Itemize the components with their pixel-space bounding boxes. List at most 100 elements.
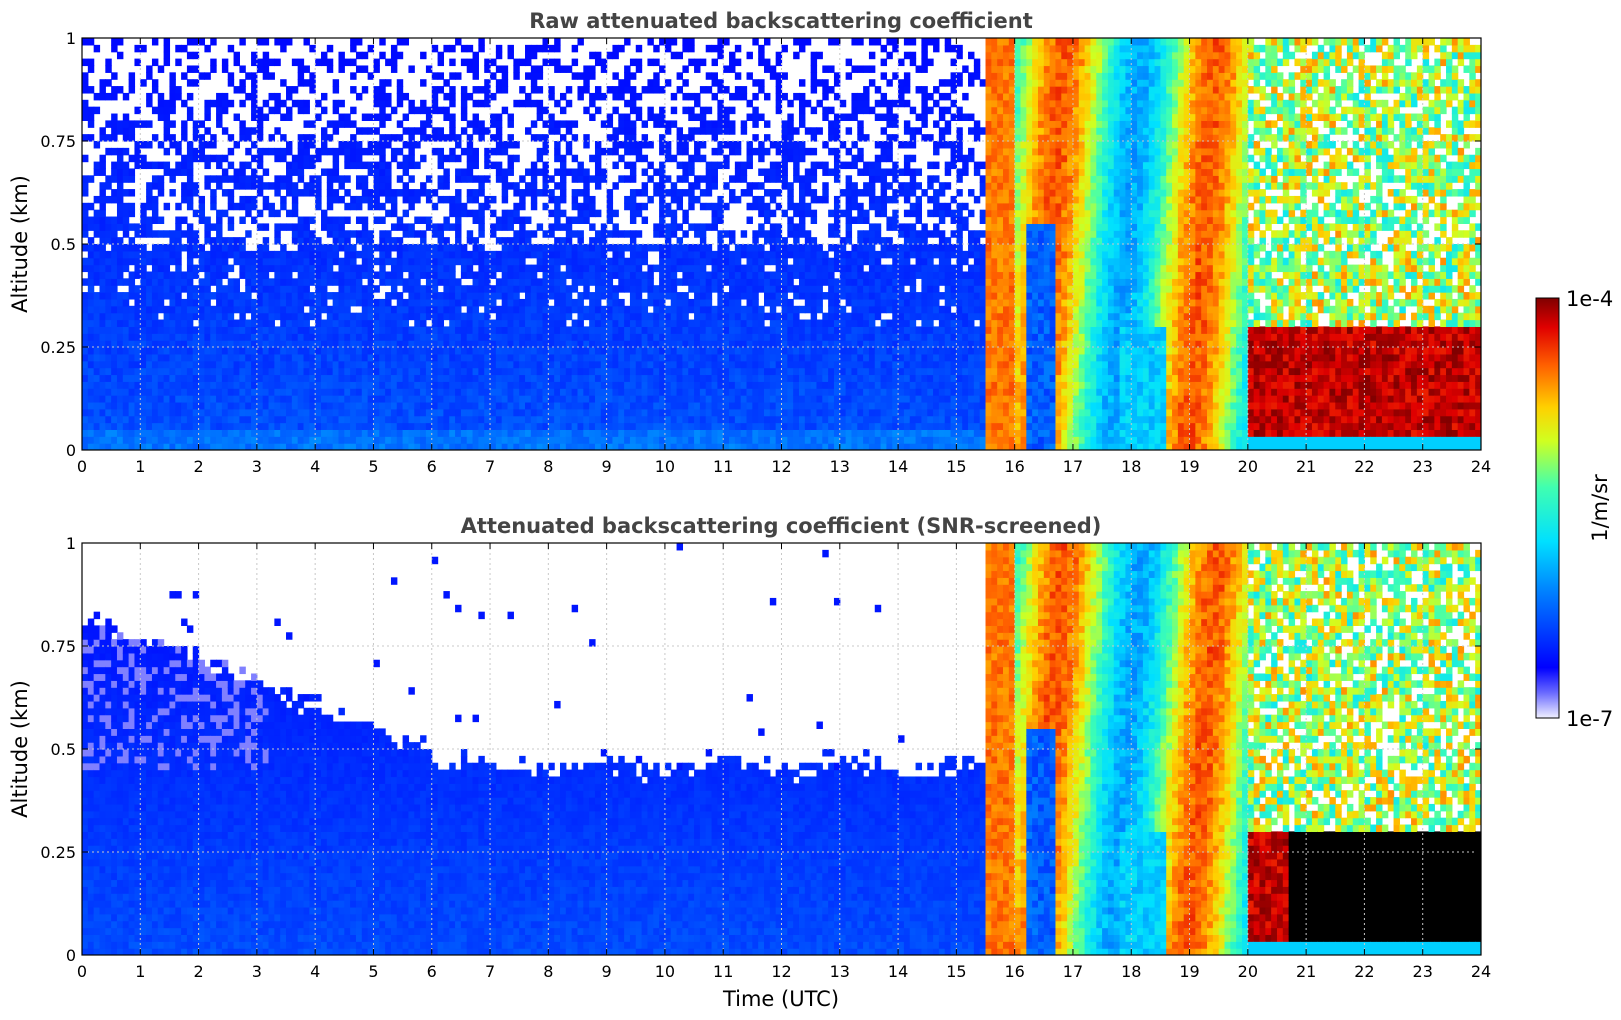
heat-cell [478, 189, 485, 197]
heat-cell [682, 415, 689, 424]
heat-cell [460, 326, 468, 334]
heat-cell [286, 175, 293, 183]
heat-cell [664, 154, 672, 163]
heat-cell [355, 436, 363, 444]
heat-cell [443, 443, 450, 450]
heat-cell [705, 367, 713, 376]
heat-cell [140, 340, 147, 348]
heat-cell [245, 257, 252, 266]
heat-cell [589, 292, 596, 300]
heat-cell [717, 285, 724, 293]
heat-cell [705, 106, 713, 115]
heat-cell [519, 244, 526, 252]
heat-cell [647, 175, 654, 183]
heat-cell [175, 237, 182, 245]
heat-cell [425, 381, 433, 389]
heat-cell [175, 58, 182, 67]
heat-cell [367, 230, 375, 238]
heat-cell [647, 429, 654, 437]
heat-cell [297, 134, 305, 142]
heat-cell [210, 312, 217, 321]
heat-cell [297, 223, 305, 231]
heat-cell [385, 58, 392, 67]
heat-cell [559, 312, 567, 321]
heat-cell [355, 367, 363, 376]
heat-cell [297, 216, 305, 224]
heat-cell [734, 367, 742, 376]
heat-cell [653, 58, 660, 67]
heat-cell [134, 395, 141, 403]
heat-cell [729, 436, 736, 444]
heat-cell [402, 141, 410, 149]
heat-cell [326, 257, 334, 266]
heat-cell [618, 408, 625, 417]
heat-cell [600, 65, 608, 73]
heat-cell [355, 415, 363, 424]
heat-cell [251, 216, 258, 224]
heat-cell [99, 92, 106, 101]
heat-cell [443, 408, 450, 417]
heat-cell [495, 278, 503, 286]
heat-cell [192, 395, 200, 403]
heat-cell [600, 395, 608, 403]
heat-cell [361, 292, 369, 300]
heat-cell [245, 285, 252, 293]
heat-cell [699, 230, 707, 238]
heat-cell [146, 415, 153, 424]
heat-cell [251, 257, 258, 266]
heat-cell [111, 298, 118, 307]
heat-cell [233, 408, 240, 417]
heat-cell [699, 58, 707, 67]
heat-cell [256, 175, 264, 183]
heat-cell [309, 429, 316, 437]
heat-cell [717, 415, 724, 424]
heat-cell [192, 51, 200, 60]
heat-cell [390, 388, 398, 396]
heat-cell [268, 381, 275, 389]
heat-cell [151, 292, 159, 300]
heat-cell [297, 65, 305, 73]
heat-cell [181, 340, 188, 348]
heat-cell [688, 44, 695, 53]
heat-cell [379, 147, 386, 156]
heat-cell [157, 319, 165, 327]
heat-cell [303, 154, 310, 163]
heat-cell [291, 298, 299, 307]
heat-cell [355, 250, 363, 259]
heat-cell [758, 415, 765, 424]
heat-cell [565, 216, 573, 224]
heat-cell [676, 86, 684, 94]
heat-cell [87, 278, 95, 286]
heat-cell [746, 202, 753, 211]
heat-cell [612, 161, 619, 170]
heat-cell [606, 312, 614, 321]
heat-cell [350, 134, 357, 142]
heat-cell [105, 120, 112, 128]
heat-cell [653, 333, 660, 341]
heat-cell [612, 347, 619, 355]
heat-cell [513, 278, 520, 286]
heat-cell [274, 388, 281, 396]
heat-cell [204, 113, 211, 121]
heat-cell [204, 415, 211, 424]
heat-cell [612, 72, 619, 80]
heat-cell [629, 189, 637, 197]
heat-cell [501, 223, 509, 231]
heat-cell [309, 271, 316, 279]
heat-cell [635, 353, 643, 362]
heat-cell [390, 271, 398, 279]
heat-cell [495, 429, 503, 437]
heat-cell [670, 429, 678, 437]
heat-cell [589, 250, 596, 259]
heat-cell [618, 92, 625, 101]
heat-cell [379, 388, 386, 396]
heat-cell [157, 408, 165, 417]
heat-cell [198, 415, 206, 424]
heat-cell [717, 347, 724, 355]
heat-cell [111, 86, 118, 94]
heat-cell [286, 367, 293, 376]
heat-cell [315, 202, 322, 211]
heat-cell [425, 312, 433, 321]
heat-cell [239, 353, 246, 362]
heat-cell [157, 333, 165, 341]
